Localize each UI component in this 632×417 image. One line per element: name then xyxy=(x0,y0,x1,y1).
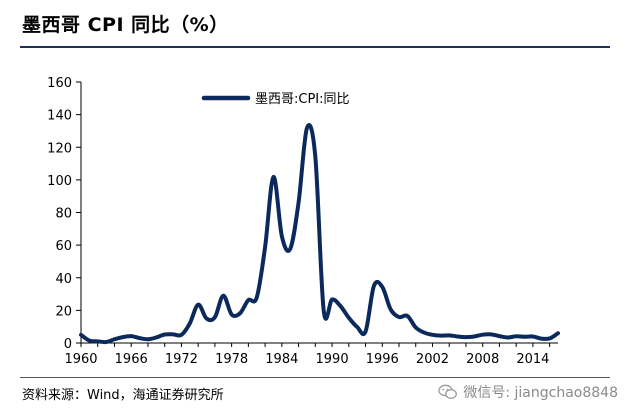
y-tick-label: 0 xyxy=(64,337,72,352)
x-tick-label: 1996 xyxy=(366,352,399,367)
title-divider xyxy=(20,46,610,48)
x-tick-label: 1978 xyxy=(215,352,248,367)
cpi-line-chart: 0 20 40 60 80 100 120 140 160 1960 1966 1972 1978 198… xyxy=(47,76,560,367)
y-tick-label: 40 xyxy=(55,272,72,287)
y-tick-label: 20 xyxy=(55,304,72,319)
x-tick-label: 1990 xyxy=(316,352,349,367)
x-tick-label: 1984 xyxy=(265,352,298,367)
x-tick-label: 2008 xyxy=(466,352,499,367)
page-title: 墨西哥 CPI 同比（%） xyxy=(22,14,229,36)
x-tick-label: 2002 xyxy=(416,352,449,367)
watermark: 微信号: jiangchao8848 xyxy=(438,382,618,402)
wechat-icon xyxy=(438,384,458,399)
source-note: 资料来源：Wind，海通证券研究所 xyxy=(22,388,224,403)
x-tick-label: 1966 xyxy=(115,352,148,367)
y-tick-label: 60 xyxy=(55,239,72,254)
chart-legend: 墨西哥:CPI:同比 xyxy=(201,92,350,107)
x-tick-label: 2014 xyxy=(516,352,549,367)
x-tick-label: 1960 xyxy=(64,352,97,367)
y-tick-label: 120 xyxy=(47,141,72,156)
y-tick-label: 100 xyxy=(47,174,72,189)
y-tick-label: 140 xyxy=(47,109,72,124)
x-tick-label: 1972 xyxy=(165,352,198,367)
chart-axes: 0 20 40 60 80 100 120 140 160 1960 1966 1972 1978 198… xyxy=(47,76,558,367)
chart-series xyxy=(79,123,560,345)
legend-label: 墨西哥:CPI:同比 xyxy=(255,92,350,107)
y-tick-label: 160 xyxy=(47,76,72,91)
watermark-text: 微信号: jiangchao8848 xyxy=(463,385,618,401)
footer-divider xyxy=(20,377,610,378)
title-bar: 墨西哥 CPI 同比（%） xyxy=(0,0,632,52)
y-tick-label: 80 xyxy=(55,207,72,222)
series-line-mexico-cpi xyxy=(79,123,560,345)
